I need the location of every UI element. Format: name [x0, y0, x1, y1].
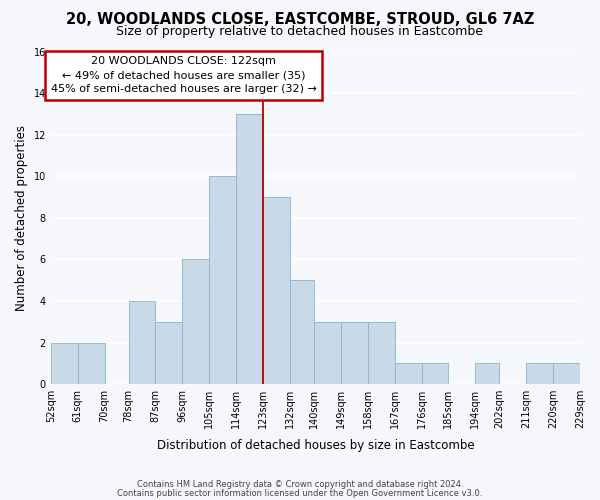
Bar: [422, 364, 448, 384]
Bar: [78, 342, 104, 384]
Y-axis label: Number of detached properties: Number of detached properties: [15, 125, 28, 311]
Text: Contains HM Land Registry data © Crown copyright and database right 2024.: Contains HM Land Registry data © Crown c…: [137, 480, 463, 489]
Bar: [236, 114, 263, 384]
Bar: [51, 342, 78, 384]
Text: Contains public sector information licensed under the Open Government Licence v3: Contains public sector information licen…: [118, 488, 482, 498]
Bar: [368, 322, 395, 384]
Bar: [314, 322, 341, 384]
Bar: [155, 322, 182, 384]
Bar: [341, 322, 368, 384]
Text: 20 WOODLANDS CLOSE: 122sqm
← 49% of detached houses are smaller (35)
45% of semi: 20 WOODLANDS CLOSE: 122sqm ← 49% of deta…: [51, 56, 317, 94]
Text: Size of property relative to detached houses in Eastcombe: Size of property relative to detached ho…: [116, 25, 484, 38]
X-axis label: Distribution of detached houses by size in Eastcombe: Distribution of detached houses by size …: [157, 440, 474, 452]
Text: 20, WOODLANDS CLOSE, EASTCOMBE, STROUD, GL6 7AZ: 20, WOODLANDS CLOSE, EASTCOMBE, STROUD, …: [66, 12, 534, 28]
Bar: [209, 176, 236, 384]
Bar: [395, 364, 422, 384]
Bar: [526, 364, 553, 384]
Bar: [182, 260, 209, 384]
Bar: [128, 301, 155, 384]
Bar: [263, 197, 290, 384]
Bar: [553, 364, 580, 384]
Bar: [475, 364, 499, 384]
Bar: [290, 280, 314, 384]
